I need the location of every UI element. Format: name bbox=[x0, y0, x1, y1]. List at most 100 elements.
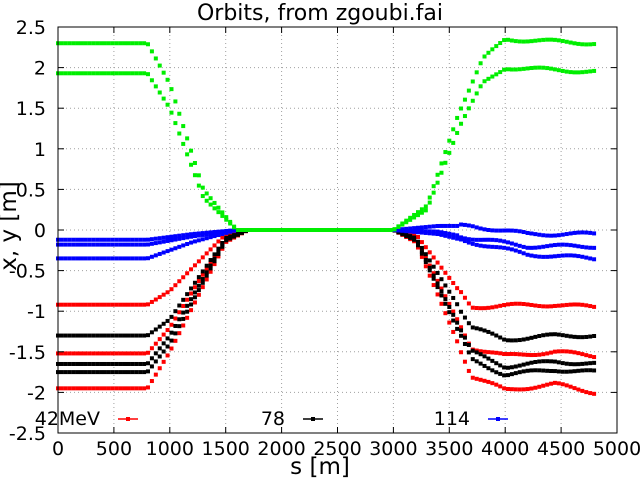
data-point bbox=[549, 37, 554, 42]
data-point bbox=[177, 236, 182, 241]
data-point bbox=[423, 260, 428, 265]
data-point bbox=[142, 242, 147, 247]
data-point bbox=[114, 237, 119, 242]
data-point bbox=[494, 350, 499, 355]
data-point bbox=[99, 351, 104, 356]
data-point bbox=[142, 333, 147, 338]
data-point bbox=[169, 110, 174, 115]
data-point bbox=[482, 354, 487, 359]
data-point bbox=[189, 162, 194, 167]
data-point bbox=[161, 235, 166, 240]
data-point bbox=[541, 65, 546, 70]
data-point bbox=[580, 42, 585, 47]
data-point bbox=[83, 237, 88, 242]
data-point bbox=[549, 359, 554, 364]
x-tick-label: 4500 bbox=[537, 438, 585, 460]
data-point bbox=[564, 361, 569, 366]
data-point bbox=[568, 362, 573, 367]
data-point bbox=[208, 260, 213, 265]
data-point bbox=[584, 390, 589, 395]
data-point bbox=[165, 328, 170, 333]
data-point bbox=[415, 234, 420, 239]
data-point bbox=[224, 229, 229, 234]
data-point bbox=[498, 371, 503, 376]
y-tick-label: -1 bbox=[27, 301, 46, 323]
data-point bbox=[63, 302, 68, 307]
data-point bbox=[502, 245, 507, 250]
data-point bbox=[247, 228, 252, 232]
data-point bbox=[572, 230, 577, 235]
data-point bbox=[439, 277, 444, 282]
data-point bbox=[102, 41, 107, 46]
data-point bbox=[470, 241, 475, 246]
data-point bbox=[513, 338, 518, 343]
data-point bbox=[541, 244, 546, 249]
data-point bbox=[549, 254, 554, 259]
data-point bbox=[110, 256, 115, 261]
data-point bbox=[549, 66, 554, 71]
data-point bbox=[192, 280, 197, 285]
data-point bbox=[200, 280, 205, 285]
data-point bbox=[396, 224, 401, 229]
data-point bbox=[525, 368, 530, 373]
data-point bbox=[177, 317, 182, 322]
data-point bbox=[59, 71, 64, 76]
data-point bbox=[478, 327, 483, 332]
data-point bbox=[451, 127, 456, 132]
data-point bbox=[294, 228, 299, 232]
data-point bbox=[239, 228, 244, 232]
data-point bbox=[439, 293, 444, 298]
data-point bbox=[114, 71, 119, 76]
data-point bbox=[431, 184, 436, 189]
data-point bbox=[451, 140, 456, 145]
data-point bbox=[451, 232, 456, 237]
data-point bbox=[161, 341, 166, 346]
data-point bbox=[153, 253, 158, 258]
data-point bbox=[521, 244, 526, 249]
data-point bbox=[529, 245, 534, 250]
data-point bbox=[592, 355, 597, 360]
data-point bbox=[443, 223, 448, 228]
data-point bbox=[130, 256, 135, 261]
data-point bbox=[173, 338, 178, 343]
data-point bbox=[145, 333, 150, 338]
data-point bbox=[369, 228, 374, 232]
data-point bbox=[161, 250, 166, 255]
data-point bbox=[110, 351, 115, 356]
legend: 42MeV 78 114 bbox=[35, 408, 508, 430]
data-point bbox=[474, 306, 479, 311]
data-point bbox=[161, 292, 166, 297]
data-point bbox=[189, 232, 194, 237]
data-point bbox=[208, 266, 213, 271]
data-point bbox=[114, 361, 119, 366]
data-point bbox=[365, 228, 370, 232]
data-point bbox=[505, 37, 510, 42]
data-point bbox=[95, 256, 100, 261]
data-point bbox=[106, 256, 111, 261]
data-point bbox=[478, 361, 483, 366]
data-point bbox=[208, 269, 213, 274]
data-point bbox=[408, 217, 413, 222]
data-point bbox=[138, 386, 143, 391]
data-point bbox=[447, 234, 452, 239]
data-point bbox=[185, 309, 190, 314]
data-point bbox=[431, 273, 436, 278]
data-point bbox=[525, 387, 530, 392]
data-point bbox=[576, 230, 581, 235]
data-point bbox=[91, 370, 96, 375]
data-point bbox=[110, 333, 115, 338]
data-point bbox=[592, 304, 597, 309]
data-point bbox=[126, 370, 131, 375]
data-point bbox=[220, 244, 225, 249]
data-point bbox=[185, 232, 190, 237]
data-point bbox=[474, 91, 479, 96]
data-point bbox=[114, 302, 119, 307]
data-point bbox=[439, 230, 444, 235]
data-point bbox=[114, 333, 119, 338]
data-point bbox=[560, 232, 565, 237]
data-point bbox=[165, 77, 170, 82]
data-point bbox=[243, 228, 248, 232]
data-point bbox=[95, 361, 100, 366]
data-point bbox=[83, 256, 88, 261]
